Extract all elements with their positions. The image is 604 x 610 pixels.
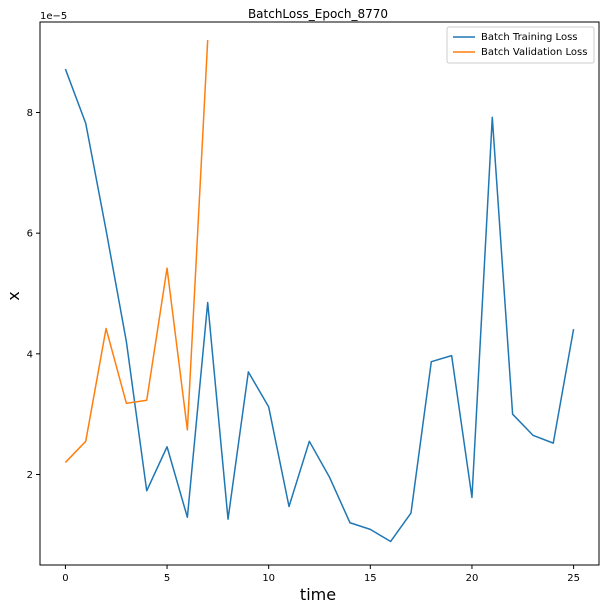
y-tick-label: 8 (27, 108, 33, 119)
x-tick-label: 10 (262, 573, 275, 584)
x-axis-label: time (300, 585, 336, 604)
x-tick-label: 0 (62, 573, 68, 584)
x-axis: 0 5 10 15 20 25 (62, 565, 580, 584)
y-axis: 2 4 6 8 (27, 108, 40, 481)
y-tick-label: 6 (27, 229, 33, 240)
series-lines (64, 40, 575, 543)
x-tick-label: 25 (567, 573, 580, 584)
plot-area (39, 21, 600, 566)
y-scale-label: 1e−5 (40, 11, 67, 22)
x-tick-label: 5 (164, 573, 170, 584)
x-tick-label: 15 (364, 573, 377, 584)
y-tick-label: 4 (27, 349, 33, 360)
chart-title: BatchLoss_Epoch_8770 (248, 7, 388, 21)
legend-box (446, 26, 595, 64)
y-axis-label: x (4, 291, 23, 300)
series-line-validation (64, 40, 209, 463)
y-tick-label: 2 (27, 470, 33, 481)
series-line-training (64, 68, 575, 543)
legend-label-training: Batch Training Loss (481, 32, 578, 43)
x-tick-label: 20 (466, 573, 479, 584)
legend-label-validation: Batch Validation Loss (481, 47, 587, 58)
legend: Batch Training Loss Batch Validation Los… (446, 26, 595, 64)
